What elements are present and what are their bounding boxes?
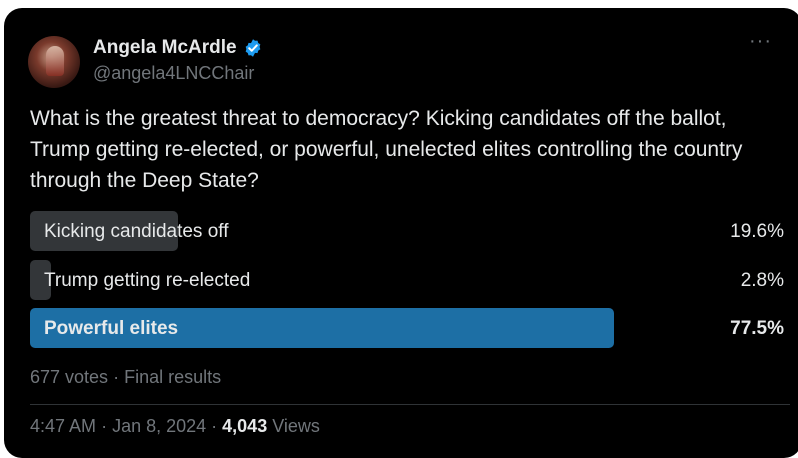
poll-option-percent: 19.6% — [730, 221, 784, 242]
tweet-date[interactable]: Jan 8, 2024 — [112, 416, 207, 436]
more-options-icon[interactable]: ··· — [749, 30, 772, 52]
poll-bar-2 — [30, 260, 52, 300]
poll-option-label: Kicking candidates off — [44, 221, 229, 242]
author-name[interactable]: Angela McArdle — [93, 37, 237, 58]
poll-option-percent: 2.8% — [740, 270, 784, 291]
author-handle[interactable]: @angela4LNCChair — [93, 63, 255, 83]
views-label[interactable]: Views — [272, 416, 320, 436]
poll-option-3: Powerful elites 77.5% — [30, 308, 784, 348]
poll-option-2: Trump getting re-elected 2.8% — [30, 260, 784, 300]
avatar[interactable] — [28, 36, 80, 88]
views-count[interactable]: 4,043 — [222, 416, 268, 436]
poll-summary: 677 votes · Final results — [30, 367, 222, 387]
poll-option-label: Trump getting re-elected — [44, 270, 251, 291]
poll-option-1: Kicking candidates off 19.6% — [30, 211, 784, 251]
divider — [30, 404, 790, 405]
poll-bar-3 — [30, 308, 615, 348]
poll-bar-1 — [30, 211, 178, 251]
tweet-time[interactable]: 4:47 AM — [30, 416, 97, 436]
author-name-row[interactable]: Angela McArdle — [93, 37, 263, 59]
tweet-text: What is the greatest threat to democracy… — [30, 107, 743, 192]
poll-status: Final results — [124, 367, 222, 387]
poll-option-label: Powerful elites — [44, 318, 179, 339]
poll-option-percent: 77.5% — [730, 318, 784, 339]
vote-count: 677 votes — [30, 367, 109, 387]
tweet-meta: 4:47 AM · Jan 8, 2024 · 4,043 Views — [30, 416, 320, 436]
tweet-card: Angela McArdle @angela4LNCChair ··· What… — [4, 8, 798, 458]
verified-badge-icon — [245, 39, 260, 57]
